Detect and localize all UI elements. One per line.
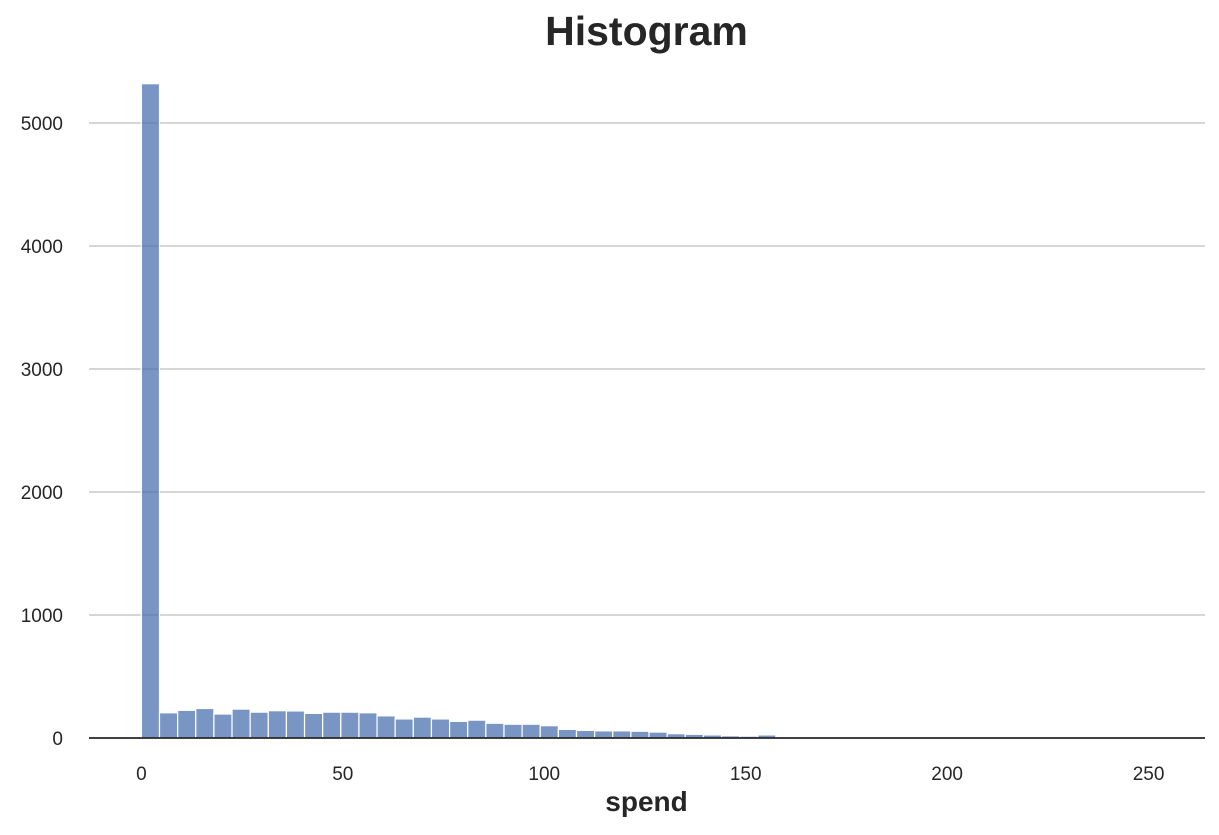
histogram-bar: [158, 712, 179, 739]
histogram-bar: [630, 730, 650, 739]
x-tick-label: 250: [1133, 764, 1165, 785]
x-tick-label: 150: [730, 764, 762, 785]
histogram-bar: [267, 710, 288, 739]
histogram-bar: [521, 723, 541, 739]
histogram-bar: [303, 712, 324, 739]
histogram-bar: [376, 715, 396, 739]
y-tick-label: 0: [52, 729, 63, 750]
y-tick-label: 3000: [21, 360, 63, 381]
histogram-bar: [249, 711, 269, 739]
histogram-bar: [539, 725, 559, 739]
histogram-bar: [322, 711, 342, 739]
histogram-bar: [412, 716, 433, 739]
histogram-bar: [612, 730, 632, 739]
x-axis-label: spend: [605, 786, 688, 817]
histogram-bar: [430, 718, 451, 739]
histogram-bars: [140, 83, 1194, 739]
x-tick-label: 100: [528, 764, 560, 785]
y-tick-label: 2000: [21, 483, 63, 504]
histogram-bar: [394, 718, 414, 739]
histogram-bar: [467, 719, 487, 739]
histogram-bar: [213, 713, 233, 739]
gridlines: [89, 122, 1205, 616]
y-tick-label: 4000: [21, 237, 63, 258]
y-tick-label: 5000: [21, 114, 63, 135]
histogram-bar: [575, 729, 596, 739]
histogram-bar: [340, 711, 360, 739]
chart-title: Histogram: [545, 8, 748, 54]
histogram-bar: [485, 722, 505, 739]
x-tick-label: 200: [931, 764, 963, 785]
x-axis-ticks: 0 50 100 150 200 250: [136, 764, 1164, 785]
histogram-bar: [448, 720, 469, 739]
histogram-bar: [594, 730, 614, 739]
histogram-bar: [231, 708, 251, 739]
histogram-bar: [195, 707, 215, 739]
histogram-bar: [557, 728, 578, 739]
histogram-bar: [177, 709, 197, 739]
y-tick-label: 1000: [21, 606, 63, 627]
histogram-bar: [503, 723, 523, 739]
histogram-bar: [140, 83, 161, 739]
x-tick-label: 0: [136, 764, 147, 785]
histogram-bar: [358, 712, 378, 739]
histogram-bar: [285, 710, 306, 739]
x-tick-label: 50: [332, 764, 353, 785]
y-axis-ticks: 0 1000 2000 3000 4000 5000: [21, 114, 63, 750]
